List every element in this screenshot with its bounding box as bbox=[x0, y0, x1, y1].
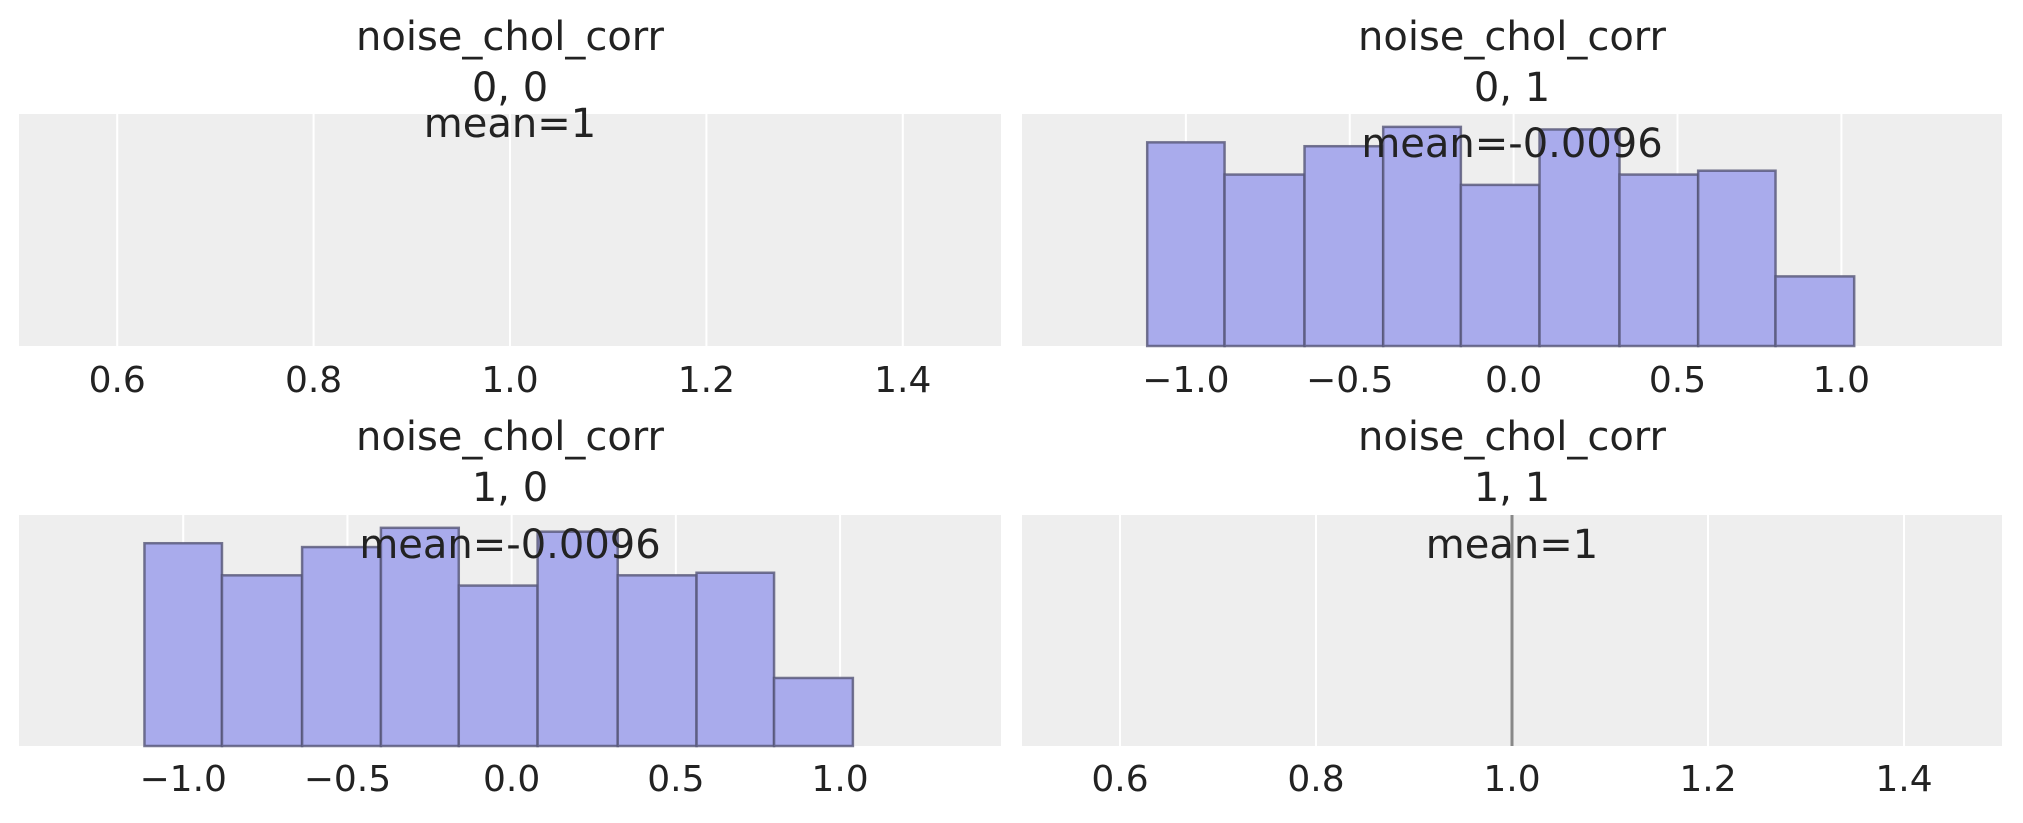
x-tick-label: 0.6 bbox=[1091, 759, 1148, 800]
x-tick-label: 1.2 bbox=[678, 360, 735, 401]
panel-subtitle: 0, 1 bbox=[1474, 65, 1550, 111]
bar bbox=[772, 676, 855, 748]
x-tick-label: 0.8 bbox=[1287, 759, 1344, 800]
bar bbox=[1303, 144, 1385, 348]
x-tick-label: −1.0 bbox=[1142, 360, 1229, 401]
mean-annotation: mean=-0.0096 bbox=[359, 522, 660, 568]
x-tick-label: 1.0 bbox=[481, 360, 538, 401]
bar bbox=[1381, 125, 1463, 348]
bar bbox=[143, 541, 224, 748]
panel-title: noise_chol_corr bbox=[356, 414, 665, 460]
x-tick-label: 1.0 bbox=[1483, 759, 1540, 800]
panel-title: noise_chol_corr bbox=[356, 14, 665, 60]
bar bbox=[1618, 173, 1700, 348]
x-tick-label: 1.0 bbox=[1813, 360, 1870, 401]
bar bbox=[379, 526, 461, 748]
bar bbox=[1459, 183, 1541, 348]
bar bbox=[300, 545, 383, 748]
bar bbox=[457, 584, 539, 748]
x-tick-label: 0.6 bbox=[89, 360, 146, 401]
bar bbox=[1774, 275, 1856, 348]
panel-subtitle: 1, 1 bbox=[1474, 465, 1550, 511]
x-tick-label: 0.0 bbox=[483, 759, 540, 800]
x-tick-label: 0.5 bbox=[1649, 360, 1706, 401]
x-tick-label: 1.4 bbox=[874, 360, 931, 401]
x-tick-label: −0.5 bbox=[304, 759, 391, 800]
bar bbox=[536, 530, 619, 748]
x-tick-label: 0.8 bbox=[285, 360, 342, 401]
panel-subtitle: 0, 0 bbox=[472, 65, 548, 111]
panel-subtitle: 1, 0 bbox=[472, 465, 548, 511]
bar bbox=[1538, 128, 1621, 348]
x-tick-label: −1.0 bbox=[140, 759, 227, 800]
x-tick-label: −0.5 bbox=[1306, 360, 1393, 401]
x-tick-label: 0.5 bbox=[647, 759, 704, 800]
bar bbox=[1223, 173, 1306, 348]
bar bbox=[695, 571, 776, 748]
x-tick-label: 1.2 bbox=[1679, 759, 1736, 800]
panel-title: noise_chol_corr bbox=[1358, 414, 1667, 460]
x-tick-label: 1.4 bbox=[1875, 759, 1932, 800]
bar bbox=[1145, 141, 1226, 348]
mean-annotation: mean=-0.0096 bbox=[1361, 121, 1662, 167]
mean-annotation: mean=1 bbox=[1426, 522, 1598, 568]
mean-annotation: mean=1 bbox=[424, 101, 596, 147]
bar bbox=[1696, 169, 1777, 348]
x-tick-label: 1.0 bbox=[811, 759, 868, 800]
x-tick-label: 0.0 bbox=[1485, 360, 1542, 401]
panel-title: noise_chol_corr bbox=[1358, 14, 1667, 60]
bar bbox=[616, 574, 698, 748]
bar bbox=[220, 574, 304, 748]
